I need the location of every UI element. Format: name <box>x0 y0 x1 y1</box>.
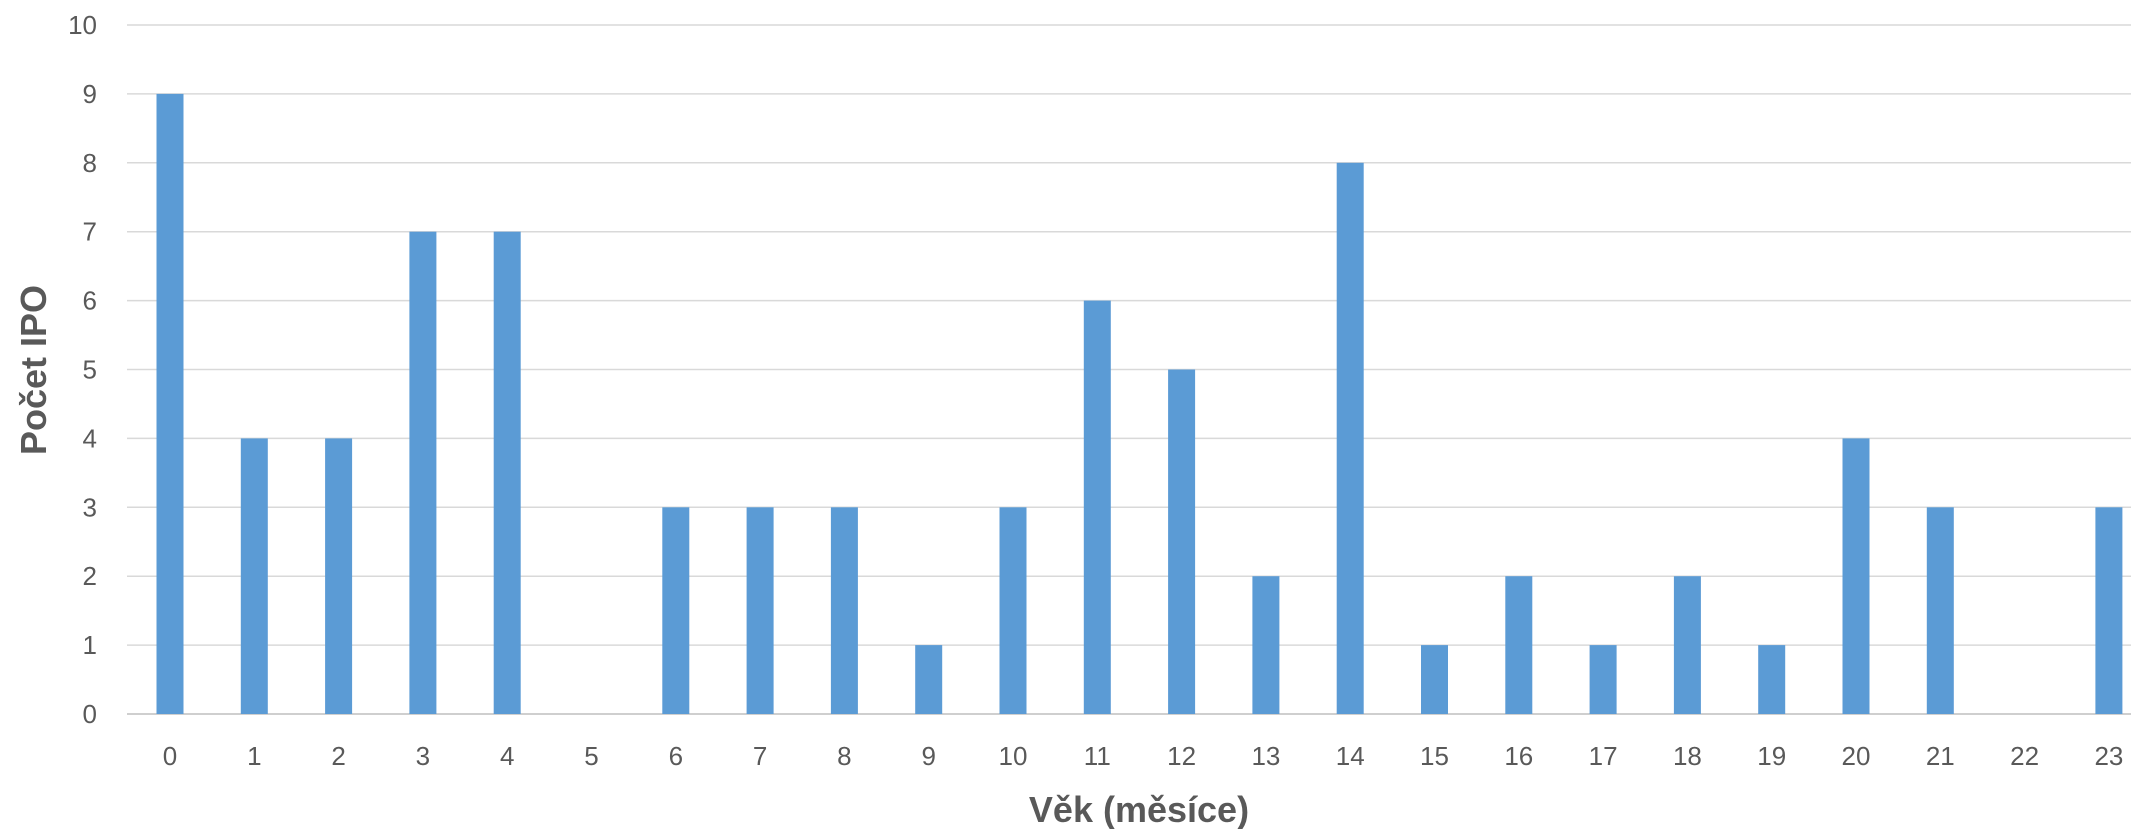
x-tick-label: 22 <box>2010 741 2039 771</box>
bar <box>1252 576 1280 714</box>
bar <box>1842 438 1870 714</box>
x-tick-label: 8 <box>837 741 851 771</box>
x-tick-label: 0 <box>163 741 177 771</box>
y-tick-label: 7 <box>83 217 97 247</box>
bar <box>662 507 690 714</box>
bar <box>746 507 774 714</box>
bar <box>493 231 521 714</box>
y-axis-title: Počet IPO <box>13 285 54 455</box>
bar <box>1421 645 1448 714</box>
x-tick-label: 19 <box>1757 741 1786 771</box>
bar <box>1673 576 1701 714</box>
y-tick-label: 10 <box>68 10 97 40</box>
bar <box>830 507 858 714</box>
x-tick-label: 20 <box>1842 741 1871 771</box>
x-tick-label: 1 <box>247 741 261 771</box>
y-tick-label: 2 <box>83 561 97 591</box>
x-tick-label: 7 <box>753 741 767 771</box>
y-tick-label: 9 <box>83 79 97 109</box>
bar <box>1083 300 1111 714</box>
y-axis-ticks: 0 1 2 3 4 5 6 7 8 9 10 <box>68 10 97 729</box>
x-tick-label: 12 <box>1167 741 1196 771</box>
y-tick-label: 8 <box>83 148 97 178</box>
x-tick-label: 5 <box>584 741 598 771</box>
x-tick-label: 3 <box>416 741 430 771</box>
bar <box>409 231 437 714</box>
y-tick-label: 1 <box>83 630 97 660</box>
x-tick-label: 15 <box>1420 741 1449 771</box>
x-tick-label: 11 <box>1084 741 1111 771</box>
bar <box>1505 576 1533 714</box>
x-tick-label: 23 <box>2094 741 2123 771</box>
bar <box>2095 507 2123 714</box>
bar <box>915 645 943 714</box>
bar <box>1926 507 1954 714</box>
y-tick-label: 6 <box>83 286 97 316</box>
bar <box>999 507 1027 714</box>
x-tick-label: 16 <box>1504 741 1533 771</box>
x-axis-ticks: 0 1 2 3 4 5 6 7 8 9 10 11 12 13 14 15 16 17 18 19 20 21 22 23 <box>163 741 2124 771</box>
x-tick-label: 17 <box>1589 741 1618 771</box>
x-tick-label: 10 <box>999 741 1028 771</box>
x-tick-label: 14 <box>1336 741 1365 771</box>
bar <box>156 93 184 714</box>
x-tick-label: 13 <box>1251 741 1280 771</box>
x-tick-label: 6 <box>669 741 683 771</box>
y-tick-label: 4 <box>83 423 97 453</box>
bars <box>156 93 2123 715</box>
y-tick-label: 5 <box>83 355 97 385</box>
x-tick-label: 2 <box>331 741 345 771</box>
gridlines <box>127 24 2131 715</box>
bar <box>240 438 268 714</box>
x-tick-label: 18 <box>1673 741 1702 771</box>
bar <box>1336 162 1364 715</box>
bar <box>1589 645 1617 714</box>
y-tick-label: 3 <box>83 492 97 522</box>
x-tick-label: 21 <box>1926 741 1955 771</box>
x-tick-label: 9 <box>921 741 935 771</box>
bar <box>325 438 353 714</box>
y-tick-label: 0 <box>83 699 97 729</box>
bar <box>1758 645 1786 714</box>
bar <box>1168 369 1196 714</box>
x-axis-title: Věk (měsíce) <box>1029 789 1249 829</box>
x-tick-label: 4 <box>500 741 514 771</box>
